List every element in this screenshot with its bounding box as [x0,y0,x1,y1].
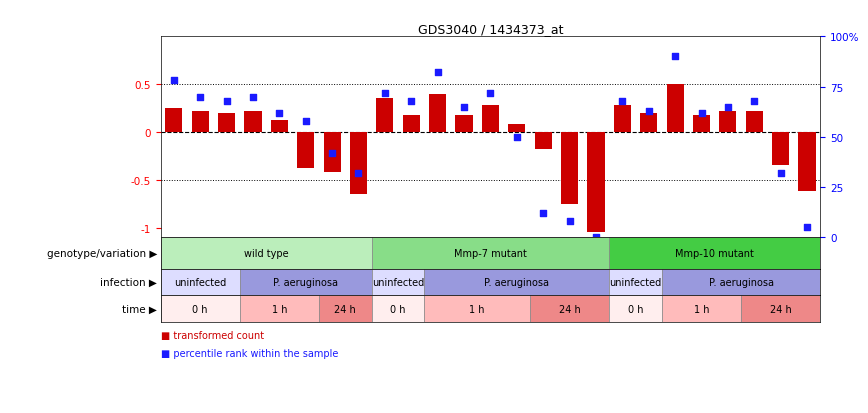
Bar [377,99,393,133]
Text: 0 h: 0 h [193,304,208,314]
Text: P. aeruginosa: P. aeruginosa [273,278,339,287]
Text: 24 h: 24 h [770,304,792,314]
Point [299,118,312,125]
Text: uninfected: uninfected [174,278,227,287]
Bar [746,112,763,133]
Bar [424,296,530,322]
Bar [240,269,372,296]
Point [562,218,576,225]
Point [510,134,523,141]
Bar [319,296,372,322]
Bar [693,116,710,133]
Point [800,224,814,231]
Bar [372,238,609,269]
Bar [741,296,820,322]
Bar [535,133,552,150]
Point [326,150,339,157]
Point [641,108,655,115]
Bar [297,133,314,169]
Bar [403,116,420,133]
Bar [799,133,816,192]
Text: 24 h: 24 h [559,304,581,314]
Point [352,170,365,177]
Bar [192,112,208,133]
Text: 1 h: 1 h [470,304,485,314]
Title: GDS3040 / 1434373_at: GDS3040 / 1434373_at [418,23,563,36]
Bar [662,269,820,296]
Text: 0 h: 0 h [628,304,643,314]
Bar [509,125,525,133]
Point [589,235,603,241]
Bar [614,106,631,133]
Point [378,90,391,97]
Bar [161,238,372,269]
Bar [165,109,182,133]
Bar [482,106,499,133]
Point [246,94,260,101]
Point [747,98,761,104]
Text: ■ transformed count: ■ transformed count [161,330,264,340]
Bar [429,95,446,133]
Point [194,94,207,101]
Point [615,98,629,104]
Bar [662,296,741,322]
Point [694,110,708,117]
Bar [609,269,662,296]
Text: 0 h: 0 h [391,304,406,314]
Point [536,210,550,217]
Text: 1 h: 1 h [272,304,287,314]
Bar [588,133,604,233]
Bar [773,133,789,166]
Bar [161,269,240,296]
Text: 1 h: 1 h [694,304,709,314]
Text: uninfected: uninfected [609,278,661,287]
Bar [161,296,240,322]
Bar [372,296,424,322]
Bar [456,116,472,133]
Point [431,70,444,76]
Text: 24 h: 24 h [334,304,356,314]
Bar [350,133,367,195]
Bar [271,121,288,133]
Point [220,98,233,104]
Bar [530,296,609,322]
Text: ■ percentile rank within the sample: ■ percentile rank within the sample [161,348,338,358]
Point [773,170,787,177]
Text: infection ▶: infection ▶ [101,278,157,287]
Text: wild type: wild type [244,249,288,259]
Bar [609,238,820,269]
Bar [372,269,424,296]
Bar [561,133,578,204]
Bar [218,114,235,133]
Bar [424,269,609,296]
Text: time ▶: time ▶ [122,304,157,314]
Text: genotype/variation ▶: genotype/variation ▶ [47,249,157,259]
Point [721,104,735,111]
Bar [240,296,319,322]
Point [457,104,471,111]
Text: Mmp-10 mutant: Mmp-10 mutant [675,249,754,259]
Point [273,110,286,117]
Bar [245,112,261,133]
Text: Mmp-7 mutant: Mmp-7 mutant [454,249,527,259]
Bar [324,133,340,173]
Bar [609,296,662,322]
Point [167,78,181,85]
Text: P. aeruginosa: P. aeruginosa [484,278,549,287]
Bar [641,114,657,133]
Bar [667,85,684,133]
Text: uninfected: uninfected [372,278,424,287]
Point [404,98,418,104]
Point [483,90,497,97]
Bar [720,112,736,133]
Text: P. aeruginosa: P. aeruginosa [708,278,773,287]
Point [668,54,682,61]
